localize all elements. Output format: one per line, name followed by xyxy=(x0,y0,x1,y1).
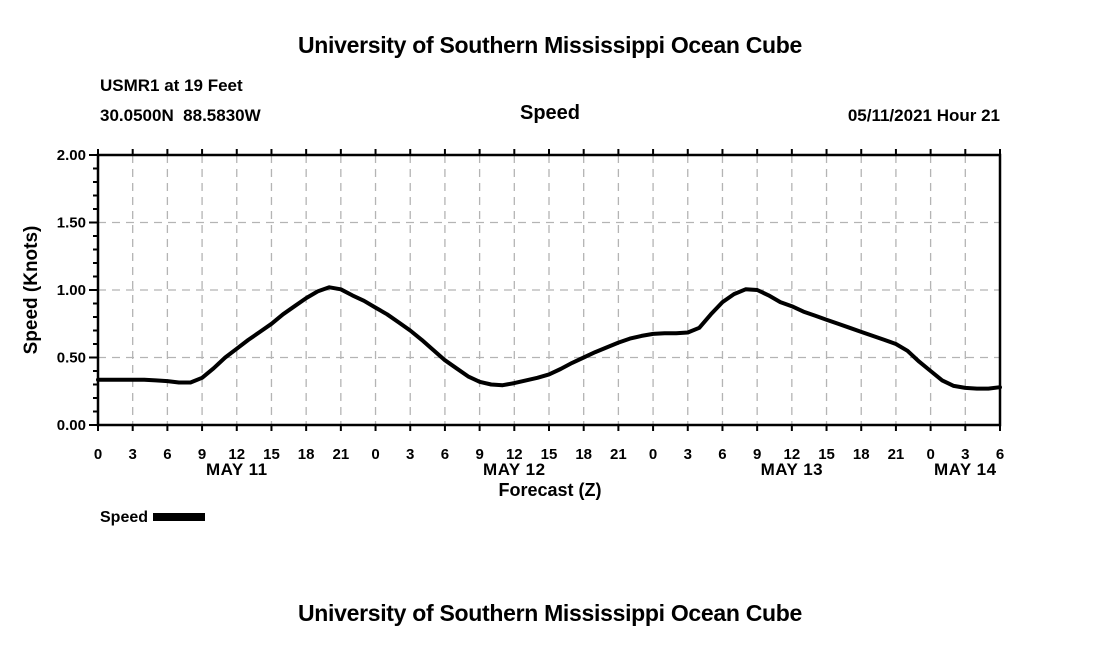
station-label: USMR1 at 19 Feet xyxy=(100,76,243,95)
y-tick-label: 1.50 xyxy=(57,215,86,232)
x-tick-label: 0 xyxy=(371,446,379,463)
x-tick-label: 6 xyxy=(163,446,171,463)
page-title-top: University of Southern Mississippi Ocean… xyxy=(297,32,803,58)
x-tick-label: 3 xyxy=(406,446,414,463)
y-axis-title: Speed (Knots) xyxy=(21,226,42,355)
page-title-bottom: University of Southern Mississippi Ocean… xyxy=(297,600,803,626)
plot-frame xyxy=(96,153,1002,427)
x-tick-label: 6 xyxy=(718,446,726,463)
x-axis-title: Forecast (Z) xyxy=(498,480,601,500)
day-label: MAY 13 xyxy=(761,460,824,479)
x-tick-label: 0 xyxy=(94,446,102,463)
x-tick-label: 3 xyxy=(129,446,137,463)
x-tick-label: 21 xyxy=(610,446,627,463)
y-tick-label: 0.00 xyxy=(57,417,86,434)
x-tick-label: 18 xyxy=(853,446,870,463)
legend-line-swatch xyxy=(153,512,206,521)
x-tick-label: 9 xyxy=(475,446,483,463)
x-tick-label: 18 xyxy=(298,446,315,463)
y-tick-label: 0.50 xyxy=(57,350,86,367)
x-tick-label: 9 xyxy=(198,446,206,463)
x-tick-label: 12 xyxy=(784,446,801,463)
x-tick-label: 6 xyxy=(441,446,449,463)
x-tick-label: 0 xyxy=(649,446,657,463)
x-tick-label: 18 xyxy=(575,446,592,463)
x-tick-label: 12 xyxy=(228,446,245,463)
x-tick-label: 6 xyxy=(996,446,1004,463)
x-tick-label: 3 xyxy=(684,446,692,463)
x-tick-label: 21 xyxy=(888,446,905,463)
x-tick-label: 15 xyxy=(541,446,558,463)
datetime-label: 05/11/2021 Hour 21 xyxy=(847,106,1000,125)
x-tick-label: 21 xyxy=(333,446,350,463)
y-tick-label: 1.00 xyxy=(57,282,86,299)
legend-label: Speed xyxy=(100,509,149,526)
x-tick-label: 3 xyxy=(961,446,969,463)
day-label: MAY 14 xyxy=(934,460,997,479)
x-tick-label: 15 xyxy=(263,446,280,463)
day-label: MAY 12 xyxy=(483,460,546,479)
x-tick-label: 9 xyxy=(753,446,761,463)
speed-curve xyxy=(96,285,1002,391)
day-label: MAY 11 xyxy=(206,460,268,479)
x-tick-label: 0 xyxy=(926,446,934,463)
coordinates-label: 30.0500N 88.5830W xyxy=(100,106,261,125)
y-tick-label: 2.00 xyxy=(57,147,86,164)
legend: Speed xyxy=(100,509,206,527)
chart-title: Speed xyxy=(519,102,581,124)
x-tick-label: 12 xyxy=(506,446,523,463)
x-tick-label: 15 xyxy=(818,446,835,463)
